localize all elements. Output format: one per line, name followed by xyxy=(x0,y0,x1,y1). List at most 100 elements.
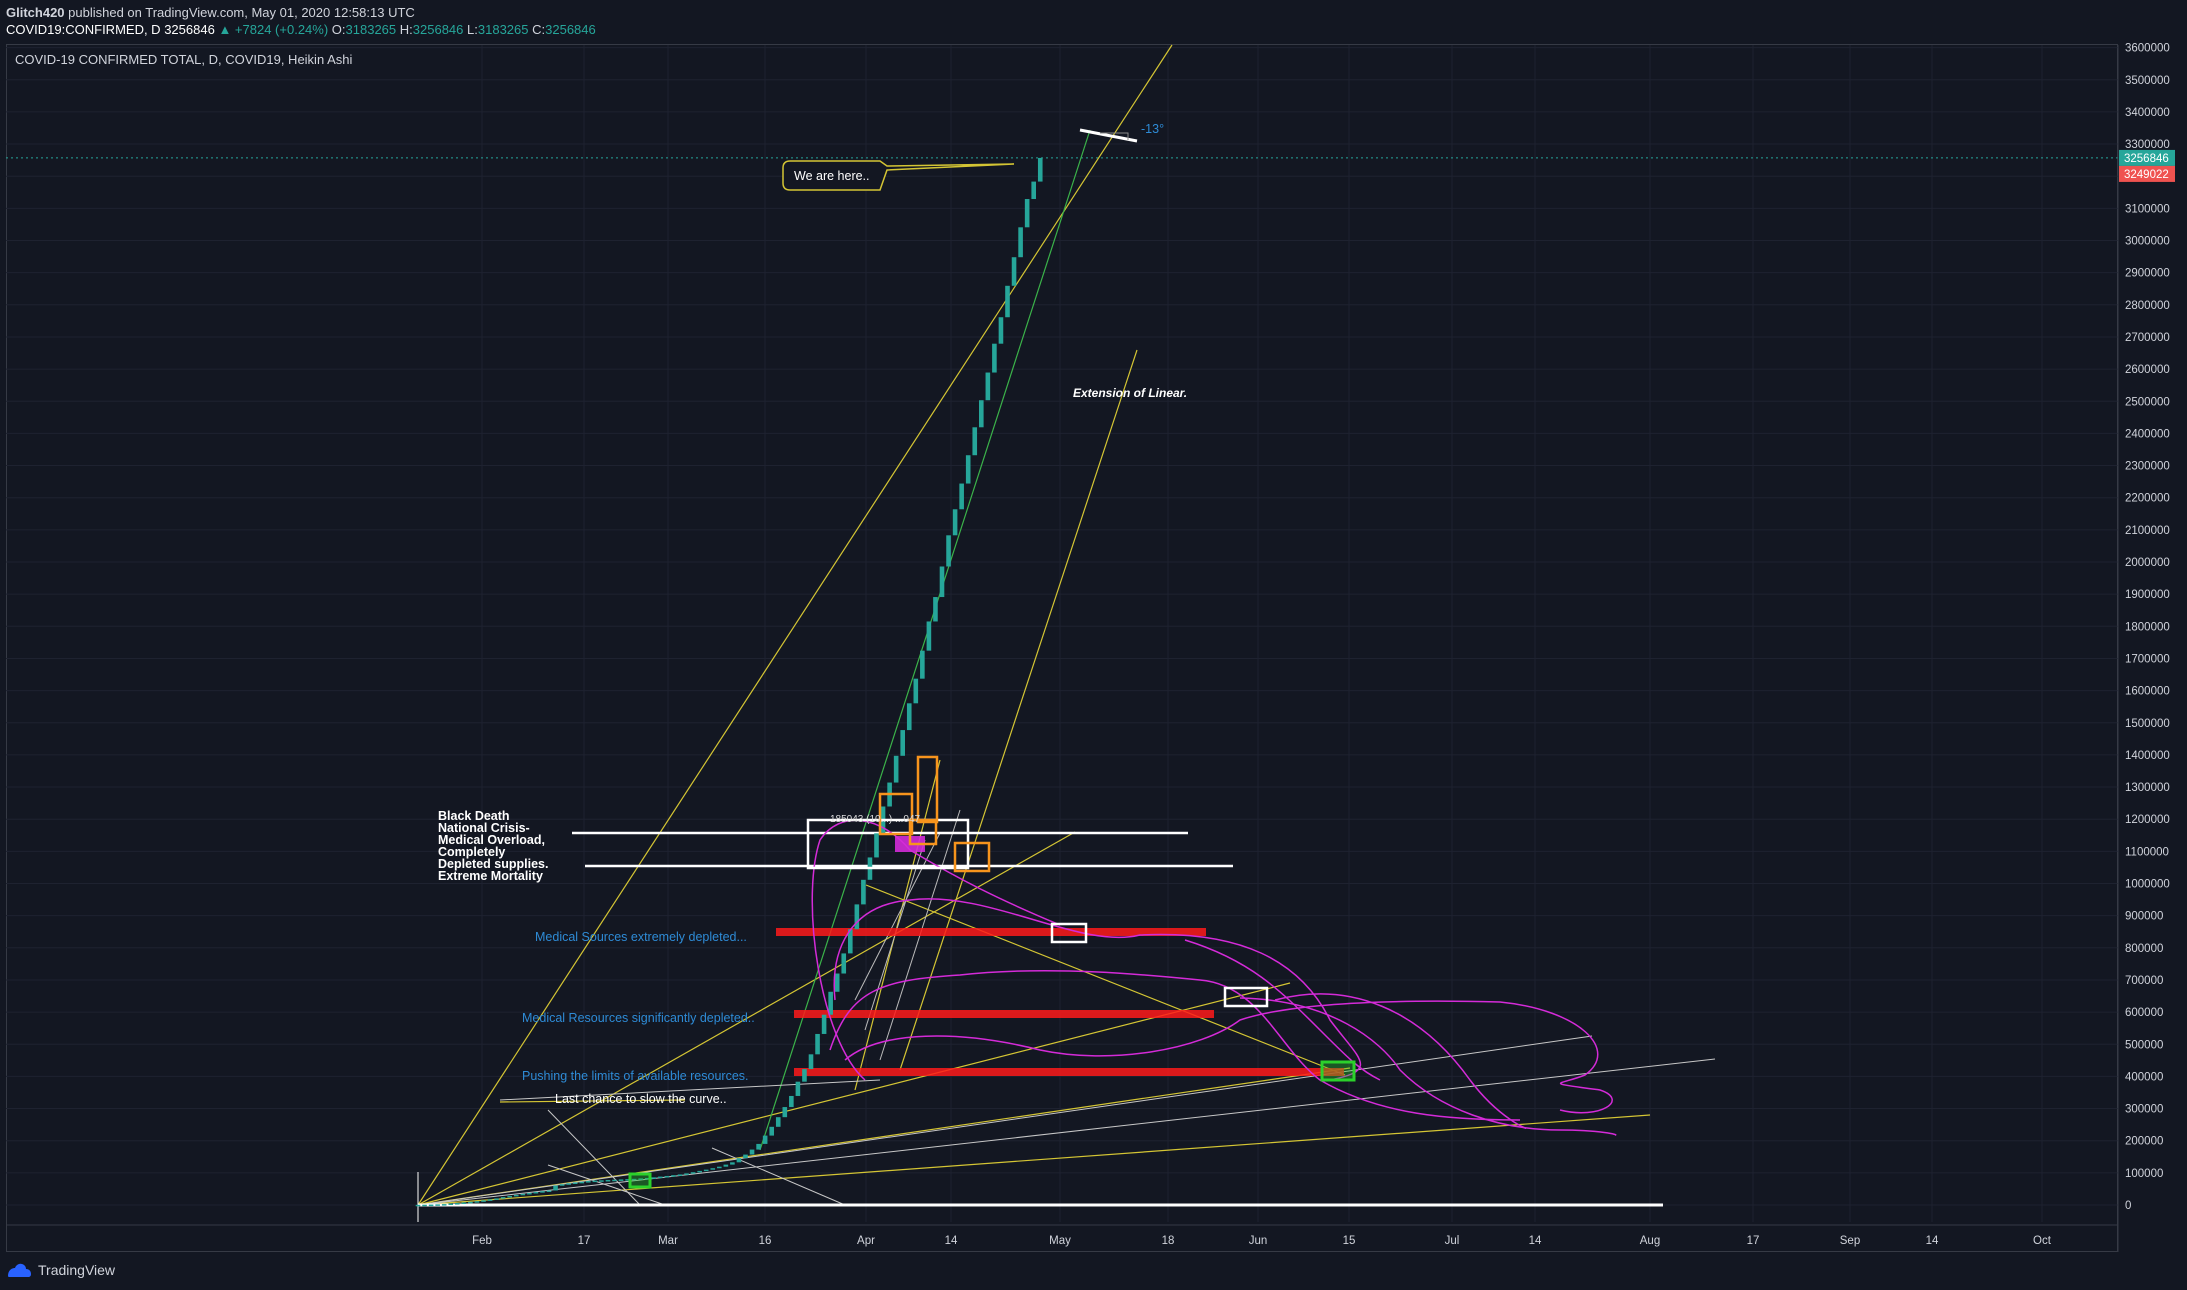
candle xyxy=(638,1178,643,1180)
candle xyxy=(468,1201,473,1204)
drawings-front xyxy=(628,128,1617,1189)
magenta-curve xyxy=(1184,939,1381,1081)
x-tick-label: Apr xyxy=(857,1235,875,1247)
publish-info: published on TradingView.com, May 01, 20… xyxy=(68,5,415,20)
candle xyxy=(592,1180,598,1183)
candle xyxy=(965,455,971,484)
orange-box xyxy=(953,841,991,873)
candle xyxy=(841,953,847,974)
y-tick-label: 1200000 xyxy=(2125,814,2170,826)
candle xyxy=(939,566,945,598)
magenta-curve xyxy=(811,819,1061,1081)
y-tick-label: 500000 xyxy=(2125,1039,2163,1051)
open-label: O: xyxy=(331,22,346,37)
candle xyxy=(926,621,932,651)
red-zone-3 xyxy=(794,1068,1344,1076)
candle xyxy=(507,1195,512,1198)
x-tick-label: Aug xyxy=(1640,1235,1660,1247)
candle xyxy=(848,929,853,954)
level-label: Pushing the limits of available resource… xyxy=(522,1069,749,1083)
candle xyxy=(756,1143,761,1150)
close-label: C: xyxy=(532,22,546,37)
crisis-label-line: National Crisis- xyxy=(438,821,530,835)
trend-line-white xyxy=(417,1035,1593,1206)
low-value: 3183265 xyxy=(477,22,529,37)
magenta-curve xyxy=(844,1000,1613,1114)
candle xyxy=(651,1177,657,1179)
y-tick-label: 3400000 xyxy=(2125,107,2170,119)
candle xyxy=(828,991,833,1015)
trend-line-white xyxy=(499,1079,881,1101)
candle xyxy=(671,1175,676,1177)
magenta-curve xyxy=(833,898,1362,1081)
candle xyxy=(769,1126,774,1136)
candle xyxy=(795,1081,801,1096)
candle xyxy=(972,427,978,456)
overlap-label: 185043 (10...) ...047 xyxy=(830,814,921,825)
crisis-label-line: Completely xyxy=(438,845,505,859)
trend-line-green xyxy=(759,129,1091,1151)
x-tick-label: 15 xyxy=(1343,1235,1356,1247)
candle xyxy=(1005,285,1010,318)
y-tick-label: 2300000 xyxy=(2125,461,2170,473)
candle xyxy=(684,1173,689,1175)
candle xyxy=(1031,181,1036,200)
candle xyxy=(677,1174,683,1176)
drawings-back xyxy=(6,44,2118,1222)
curve-label: Last chance to slow the curve.. xyxy=(555,1092,727,1106)
candle xyxy=(749,1149,755,1155)
grid xyxy=(6,45,2118,1222)
trend-line-yellow xyxy=(899,349,1138,1071)
y-tick-label: 400000 xyxy=(2125,1071,2163,1083)
candle xyxy=(782,1107,788,1118)
candle xyxy=(448,1203,454,1206)
y-tick-label: 1100000 xyxy=(2125,846,2169,858)
angle-guide xyxy=(1100,132,1129,140)
candle xyxy=(599,1180,604,1182)
candle xyxy=(494,1198,499,1200)
candle xyxy=(533,1191,539,1194)
y-tick-label: 700000 xyxy=(2125,975,2163,987)
y-tick-label: 1500000 xyxy=(2125,718,2170,730)
y-tick-label: 3500000 xyxy=(2125,75,2170,87)
candle xyxy=(900,730,905,756)
green-box xyxy=(1320,1060,1356,1082)
candle xyxy=(625,1179,630,1181)
high-value: 3256846 xyxy=(412,22,464,37)
x-tick-label: 14 xyxy=(1926,1235,1939,1247)
magenta-curve xyxy=(829,969,1521,1121)
magenta-curve xyxy=(1239,997,1617,1136)
candle xyxy=(802,1069,807,1082)
candle xyxy=(834,973,840,992)
x-axis[interactable]: Feb 17 Mar 16 Apr 14 May 18 Jun 15 Jul 14 Aug 17 Sep 14… xyxy=(6,1224,2118,1247)
symbol-label[interactable]: COVID19:CONFIRMED, D xyxy=(6,22,161,37)
author-name[interactable]: Glitch420 xyxy=(6,5,65,20)
candles xyxy=(415,157,1043,1207)
annotation-labels: We are here.. -13° Extension of Linear. Bla… xyxy=(438,122,1187,1106)
candle xyxy=(730,1162,735,1165)
tradingview-logo-icon[interactable] xyxy=(6,1262,32,1278)
candle xyxy=(874,833,879,858)
candle xyxy=(1024,199,1030,228)
prev-close-tag xyxy=(2119,165,2175,182)
candle xyxy=(455,1203,460,1205)
callout-text: We are here.. xyxy=(794,169,870,183)
trend-line-white xyxy=(417,1058,1716,1206)
y-tick-label: 2600000 xyxy=(2125,364,2170,376)
y-axis[interactable]: 0 100000 200000 300000 400000 500000 600000 700… xyxy=(2117,43,2175,1252)
x-tick-label: 14 xyxy=(945,1235,958,1247)
y-tick-label: 3300000 xyxy=(2125,139,2170,151)
magenta-curve xyxy=(1274,993,1527,1129)
footer-brand[interactable]: TradingView xyxy=(38,1262,116,1278)
candle xyxy=(664,1175,670,1178)
trend-line-white xyxy=(711,1147,846,1206)
y-tick-label: 900000 xyxy=(2125,911,2163,923)
x-tick-label: Jun xyxy=(1249,1235,1268,1247)
last-price-tag-text: 3256846 xyxy=(2124,153,2169,165)
candle xyxy=(527,1192,532,1195)
y-tick-label: 300000 xyxy=(2125,1104,2163,1116)
candle xyxy=(540,1191,545,1193)
y-tick-label: 1800000 xyxy=(2125,621,2170,633)
close-value: 3256846 xyxy=(545,22,596,37)
